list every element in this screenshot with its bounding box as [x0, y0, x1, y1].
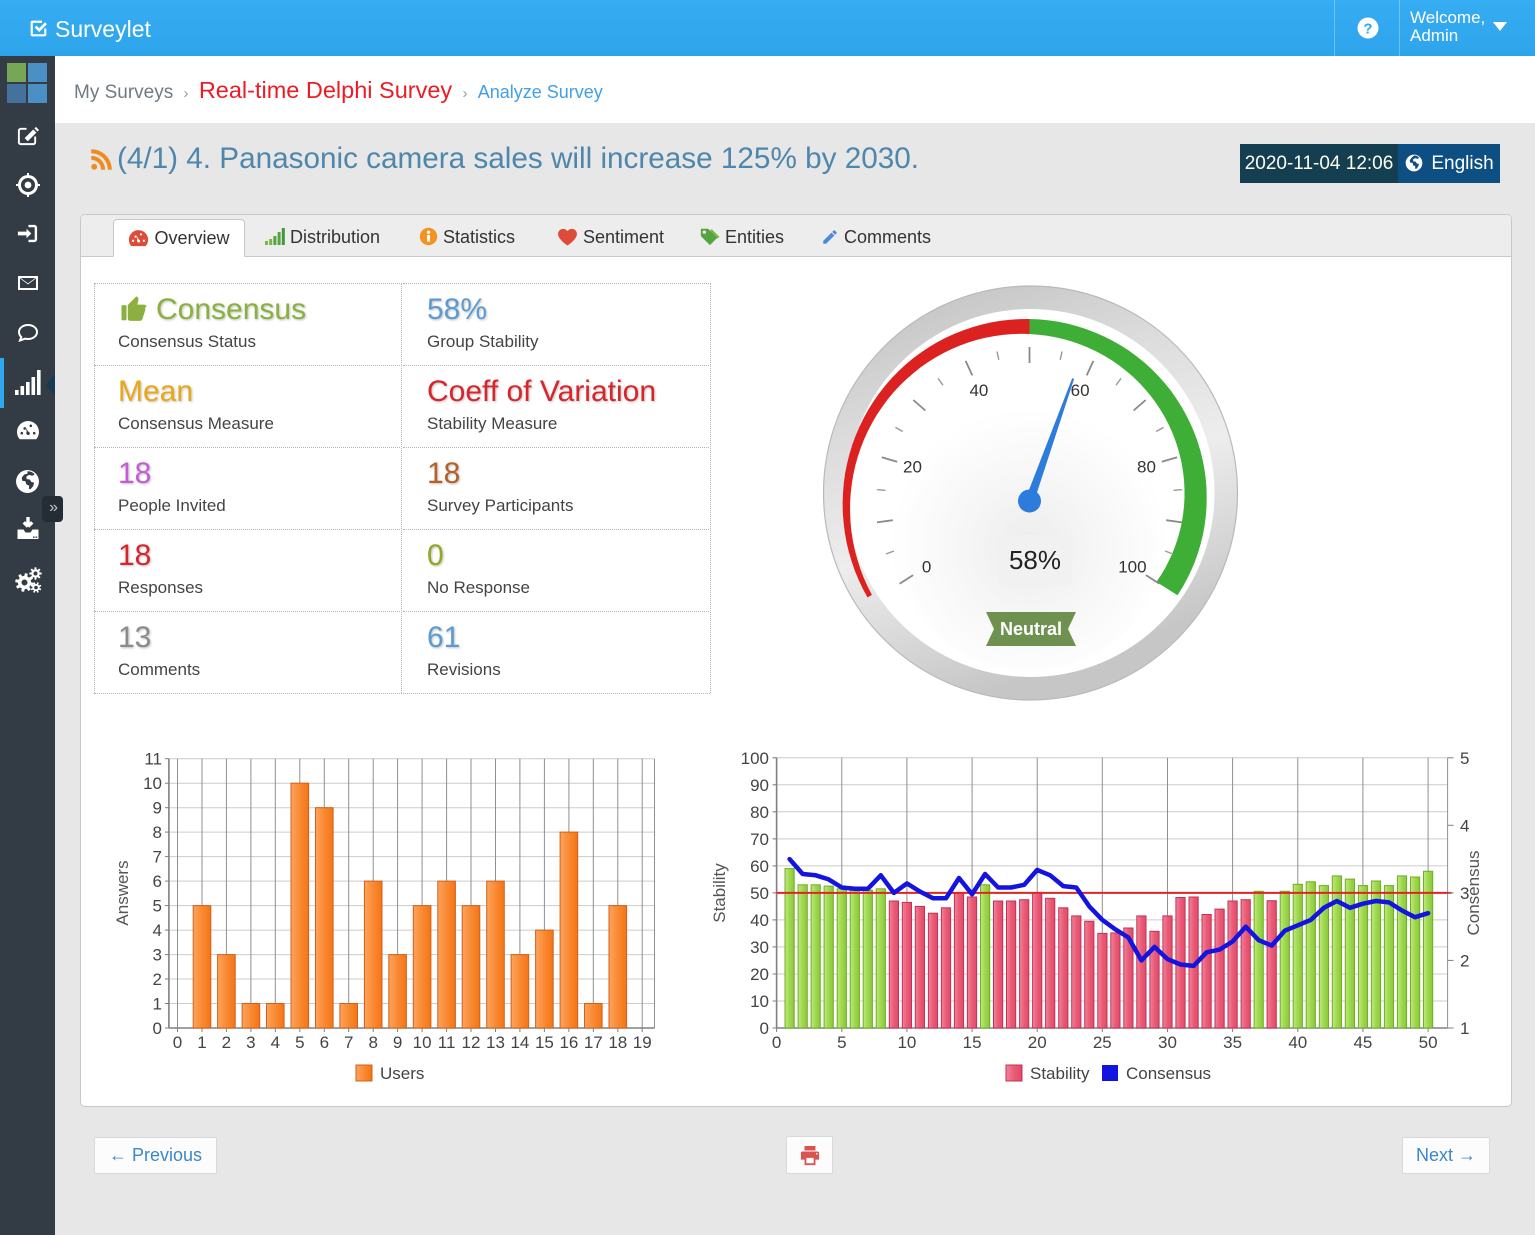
svg-text:Stability: Stability [1030, 1064, 1090, 1083]
svg-text:3: 3 [153, 946, 162, 965]
svg-text:5: 5 [837, 1033, 846, 1052]
svg-text:45: 45 [1353, 1033, 1372, 1052]
svg-text:4: 4 [153, 921, 162, 940]
svg-text:2: 2 [153, 970, 162, 989]
svg-text:11: 11 [144, 750, 162, 769]
svg-text:12: 12 [462, 1033, 481, 1052]
svg-text:40: 40 [1288, 1033, 1307, 1052]
svg-text:Consensus: Consensus [1464, 850, 1483, 935]
svg-text:2: 2 [1460, 951, 1469, 970]
svg-text:15: 15 [963, 1033, 982, 1052]
svg-text:1: 1 [197, 1033, 206, 1052]
svg-text:4: 4 [271, 1033, 280, 1052]
svg-text:8: 8 [368, 1033, 377, 1052]
svg-text:3: 3 [1460, 884, 1469, 903]
svg-text:17: 17 [584, 1033, 603, 1052]
svg-text:90: 90 [750, 776, 769, 795]
svg-text:11: 11 [438, 1033, 456, 1052]
svg-text:20: 20 [903, 457, 922, 476]
svg-text:5: 5 [1460, 749, 1469, 768]
svg-text:9: 9 [153, 799, 162, 818]
svg-text:1: 1 [1460, 1019, 1469, 1038]
svg-text:10: 10 [750, 992, 769, 1011]
svg-text:6: 6 [320, 1033, 329, 1052]
svg-text:80: 80 [750, 803, 769, 822]
svg-text:0: 0 [153, 1019, 162, 1038]
svg-text:13: 13 [486, 1033, 505, 1052]
svg-text:10: 10 [897, 1033, 916, 1052]
svg-text:Consensus: Consensus [1126, 1064, 1211, 1083]
svg-text:18: 18 [608, 1033, 627, 1052]
svg-text:100: 100 [741, 749, 769, 768]
svg-text:40: 40 [750, 911, 769, 930]
svg-text:8: 8 [153, 823, 162, 842]
svg-text:16: 16 [559, 1033, 578, 1052]
svg-text:50: 50 [750, 884, 769, 903]
svg-text:50: 50 [1419, 1033, 1438, 1052]
svg-text:60: 60 [1071, 381, 1090, 400]
svg-text:30: 30 [750, 938, 769, 957]
svg-text:0: 0 [772, 1033, 781, 1052]
svg-text:70: 70 [750, 830, 769, 849]
svg-text:4: 4 [1460, 816, 1469, 835]
svg-text:35: 35 [1223, 1033, 1242, 1052]
svg-text:60: 60 [750, 857, 769, 876]
svg-text:0: 0 [173, 1033, 182, 1052]
svg-text:0: 0 [922, 558, 931, 577]
svg-text:0: 0 [760, 1019, 769, 1038]
svg-text:19: 19 [633, 1033, 652, 1052]
svg-text:?: ? [1363, 21, 1372, 38]
svg-text:5: 5 [153, 897, 162, 916]
svg-text:20: 20 [750, 965, 769, 984]
svg-text:9: 9 [393, 1033, 402, 1052]
svg-text:2: 2 [222, 1033, 231, 1052]
svg-text:6: 6 [153, 872, 162, 891]
svg-text:1: 1 [153, 995, 162, 1014]
svg-text:Stability: Stability [710, 863, 729, 923]
svg-text:3: 3 [246, 1033, 255, 1052]
svg-text:25: 25 [1093, 1033, 1112, 1052]
svg-text:30: 30 [1158, 1033, 1177, 1052]
svg-text:10: 10 [413, 1033, 432, 1052]
svg-text:14: 14 [510, 1033, 529, 1052]
svg-text:10: 10 [143, 774, 162, 793]
svg-text:100: 100 [1118, 558, 1146, 577]
svg-text:15: 15 [535, 1033, 554, 1052]
svg-text:Users: Users [380, 1064, 424, 1083]
svg-text:80: 80 [1137, 457, 1156, 476]
svg-text:Answers: Answers [113, 860, 132, 925]
svg-text:20: 20 [1028, 1033, 1047, 1052]
svg-text:5: 5 [295, 1033, 304, 1052]
svg-text:7: 7 [344, 1033, 353, 1052]
svg-text:40: 40 [969, 381, 988, 400]
svg-text:7: 7 [153, 848, 162, 867]
